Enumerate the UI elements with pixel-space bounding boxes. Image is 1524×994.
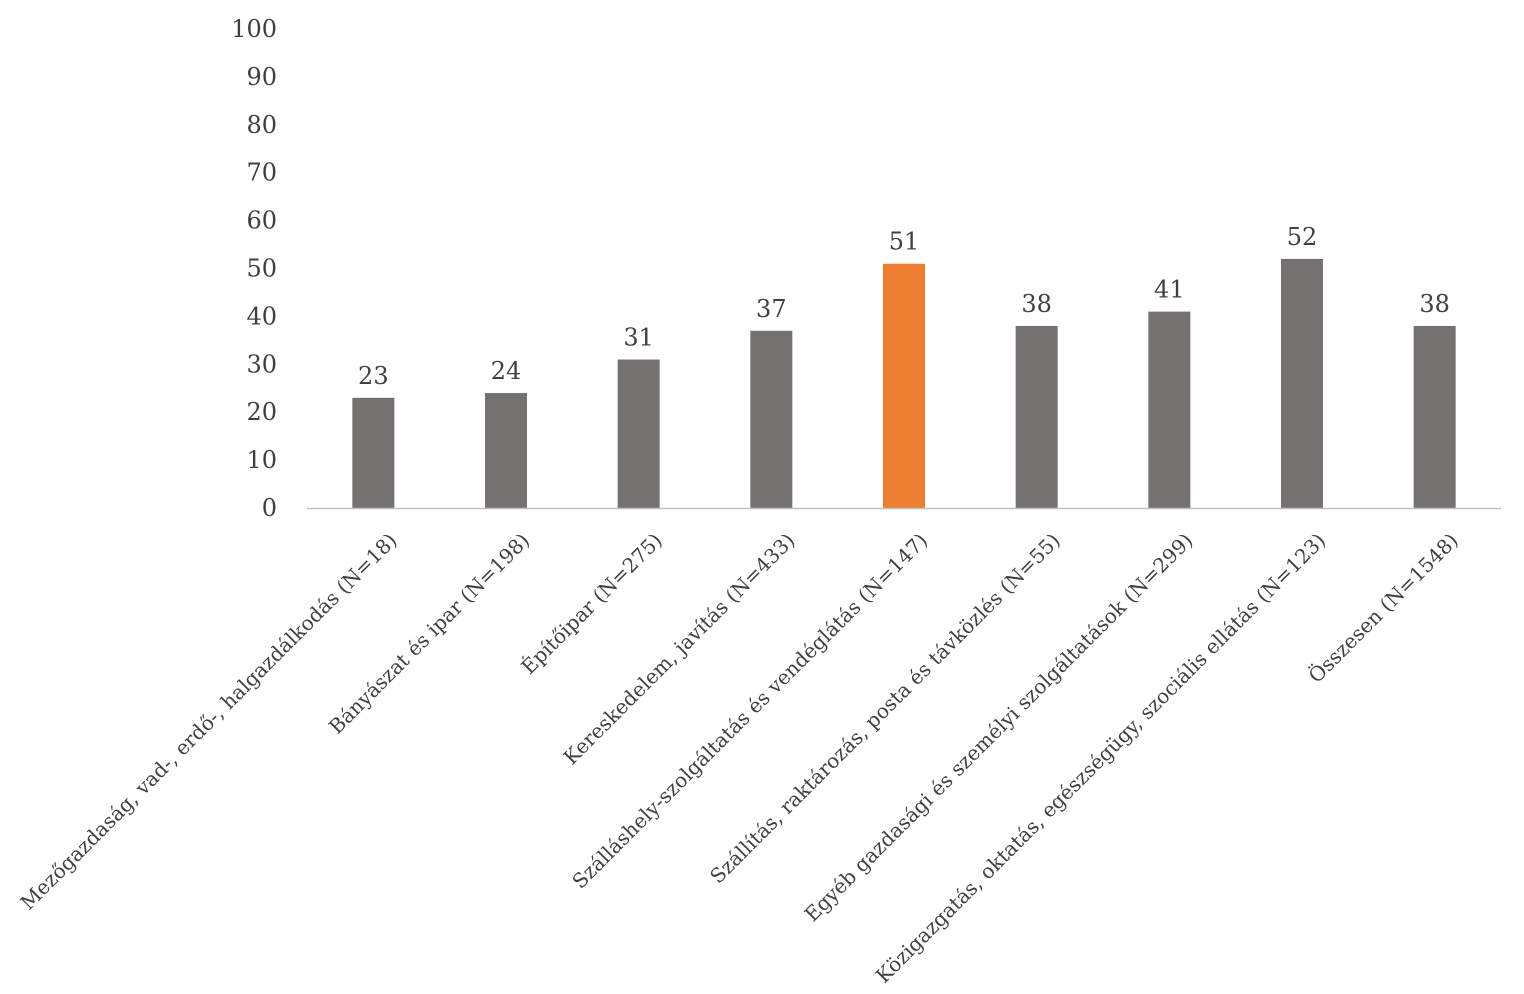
data-label: 31 xyxy=(623,324,654,352)
category-label: Építőipar (N=275) xyxy=(516,528,667,679)
category-label: Összesen (N=1548) xyxy=(1303,528,1463,688)
y-tick-label: 50 xyxy=(246,255,277,283)
y-axis-ticks: 0 10 20 30 40 50 60 70 80 90 100 xyxy=(231,15,277,522)
bar xyxy=(883,263,925,508)
y-tick-label: 90 xyxy=(246,63,277,91)
data-label: 23 xyxy=(358,362,389,390)
bar xyxy=(352,397,395,508)
bar xyxy=(1015,325,1058,508)
y-tick-label: 60 xyxy=(246,207,277,235)
x-axis-categories: Mezőgazdaság, vad-, erdő-, halgazdálkodá… xyxy=(15,528,1463,988)
category-label: Közigazgatás, oktatás, egészségügy, szoc… xyxy=(871,528,1330,987)
data-label: 51 xyxy=(889,228,920,256)
bar xyxy=(1413,325,1456,508)
data-label: 52 xyxy=(1287,223,1318,251)
bars xyxy=(352,258,1456,508)
bar xyxy=(1281,258,1323,508)
y-tick-label: 20 xyxy=(246,398,277,426)
y-tick-label: 0 xyxy=(262,494,277,522)
data-label: 24 xyxy=(491,357,522,385)
bar xyxy=(1148,311,1191,508)
y-tick-label: 100 xyxy=(231,15,277,43)
y-tick-label: 80 xyxy=(246,111,277,139)
y-tick-label: 70 xyxy=(246,159,277,187)
data-label: 38 xyxy=(1419,290,1450,318)
y-tick-label: 30 xyxy=(246,350,277,378)
category-label: Kereskedelem, javítás (N=433) xyxy=(559,528,800,769)
bar xyxy=(750,330,793,508)
data-labels: 23 24 31 37 51 38 41 52 38 xyxy=(358,223,1450,390)
data-label: 41 xyxy=(1154,276,1185,304)
y-tick-label: 40 xyxy=(246,302,277,330)
data-label: 37 xyxy=(756,295,787,323)
bar xyxy=(485,393,527,508)
y-tick-label: 10 xyxy=(246,446,277,474)
data-label: 38 xyxy=(1021,290,1052,318)
bar xyxy=(617,359,660,508)
